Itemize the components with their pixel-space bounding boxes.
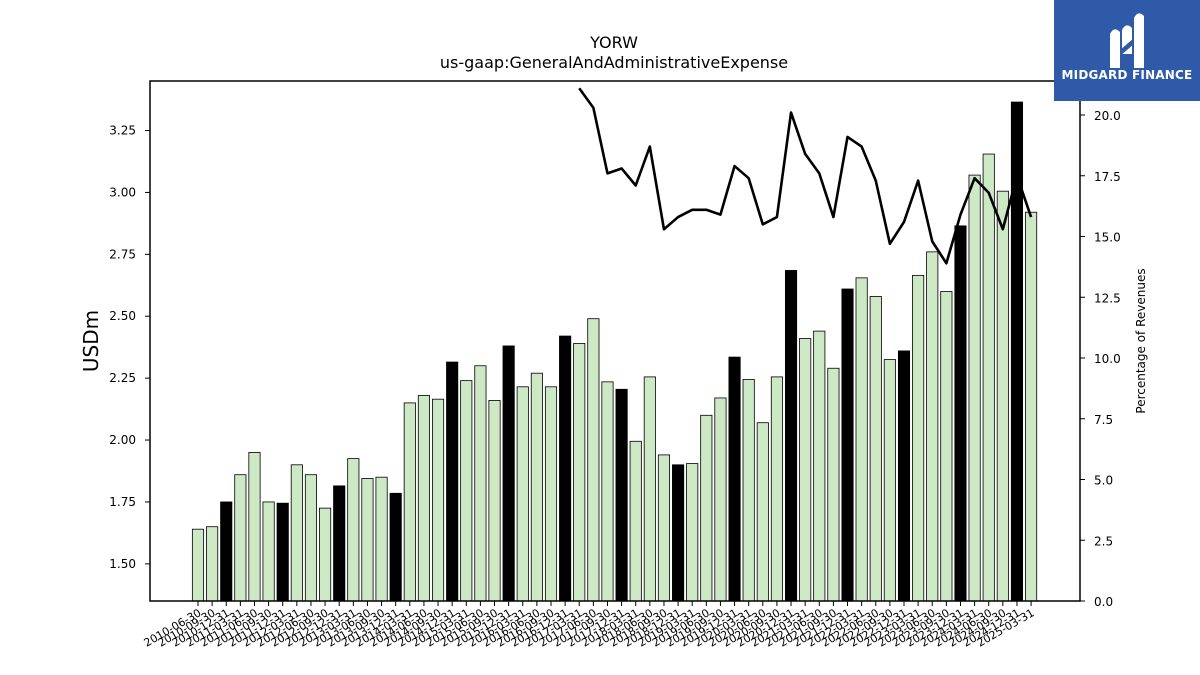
bar <box>869 296 882 602</box>
bar <box>672 464 685 602</box>
bar <box>813 330 826 602</box>
bar <box>968 174 981 602</box>
bar <box>897 350 911 602</box>
bar <box>559 335 572 602</box>
y-tick-label: 2.25 <box>109 371 136 385</box>
bar <box>319 507 332 602</box>
series-line <box>578 87 1033 265</box>
bar <box>615 388 628 602</box>
y2-tick-label: 2.5 <box>1094 534 1113 548</box>
bar <box>700 414 713 602</box>
y2-tick-label: 17.5 <box>1094 170 1121 184</box>
bar <box>333 485 346 602</box>
bar <box>347 458 360 602</box>
bar <box>403 402 416 602</box>
bar <box>1025 211 1038 602</box>
bar <box>389 492 402 602</box>
bar <box>248 452 261 602</box>
bar <box>530 372 543 602</box>
axes: 1.50 1.75 2.00 2.25 2.50 2.75 3.00 3.25 0.0 2.5 5.… <box>109 80 1121 650</box>
y2-axis-label: Percentage of Revenues <box>1134 268 1148 413</box>
bar <box>926 251 939 602</box>
bar <box>686 463 699 602</box>
bar <box>516 386 529 602</box>
bar <box>756 422 769 602</box>
y-tick-label: 3.00 <box>109 185 136 199</box>
bar <box>234 474 247 602</box>
bar <box>601 381 614 602</box>
y-tick-label: 2.75 <box>109 247 136 261</box>
logo-mark-icon <box>1110 13 1144 68</box>
bar <box>460 380 473 602</box>
bar <box>841 288 854 602</box>
bar <box>361 478 374 602</box>
bar <box>799 338 812 602</box>
bar <box>629 440 642 602</box>
bar <box>643 376 656 602</box>
bar <box>770 376 783 602</box>
midgard-finance-logo: MIDGARD FINANCE <box>1054 0 1200 101</box>
plot-frame <box>149 80 1081 602</box>
y2-tick-label: 5.0 <box>1094 474 1113 488</box>
bar <box>742 378 755 602</box>
bar <box>728 356 741 602</box>
bar <box>417 395 430 602</box>
y2-tick-label: 10.0 <box>1094 352 1121 366</box>
bar <box>982 153 995 602</box>
bar <box>940 291 953 602</box>
bar <box>912 274 925 602</box>
bar <box>996 190 1009 602</box>
bar <box>220 501 233 602</box>
chart-subtitle: us-gaap:GeneralAndAdministrativeExpense <box>440 53 788 72</box>
bar <box>657 454 671 602</box>
bar <box>954 225 967 602</box>
logo-text: MIDGARD FINANCE <box>1061 68 1193 82</box>
bar <box>290 464 303 602</box>
bar <box>502 345 515 602</box>
bar <box>206 526 219 602</box>
bar <box>191 528 205 602</box>
y-tick-label: 2.50 <box>109 309 136 323</box>
bar <box>431 398 445 602</box>
y-axis-label: USDm <box>79 310 103 372</box>
bar <box>855 277 868 602</box>
bar <box>276 502 289 602</box>
line-series <box>578 87 1033 265</box>
bar <box>587 318 600 602</box>
y-tick-label: 2.00 <box>109 433 136 447</box>
bar-series <box>191 101 1038 602</box>
bar <box>375 476 388 602</box>
bar <box>304 474 318 602</box>
bar <box>488 400 501 602</box>
y2-tick-label: 0.0 <box>1094 595 1113 609</box>
bar <box>262 501 275 602</box>
y-tick-label: 1.75 <box>109 495 136 509</box>
bar <box>883 359 896 602</box>
bar <box>474 365 487 602</box>
chart-title: YORW <box>589 33 638 52</box>
y2-tick-label: 7.5 <box>1094 413 1113 427</box>
y-tick-label: 3.25 <box>109 124 136 138</box>
bar <box>714 397 727 602</box>
y2-tick-label: 15.0 <box>1094 231 1121 245</box>
bar <box>827 367 840 602</box>
y-tick-label: 1.50 <box>109 557 136 571</box>
bar <box>573 343 586 602</box>
y2-tick-label: 12.5 <box>1094 291 1121 305</box>
bar <box>446 361 459 602</box>
bar <box>784 270 798 602</box>
y2-tick-label: 20.0 <box>1094 109 1121 123</box>
bar <box>544 386 558 602</box>
